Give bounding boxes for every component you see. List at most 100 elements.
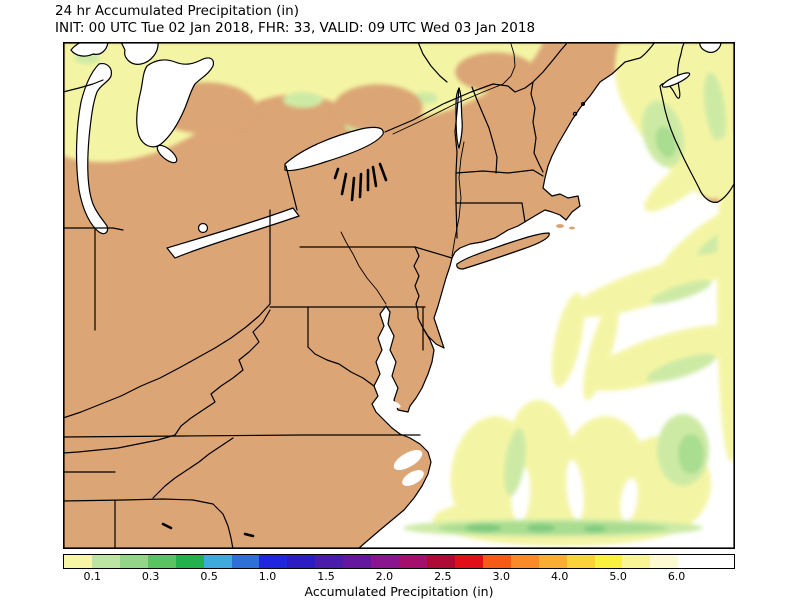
dry-patch xyxy=(455,52,535,92)
border-ny-ct xyxy=(455,202,458,239)
colorbar-segment xyxy=(371,555,400,568)
gulf-notch xyxy=(699,42,722,53)
precip-ocean-streak xyxy=(659,199,735,277)
long-island-outline xyxy=(456,232,550,270)
james-river-inlet xyxy=(385,400,401,408)
mainland-landmass xyxy=(63,42,655,549)
border-ky-va xyxy=(63,434,176,454)
minas-basin xyxy=(661,72,691,88)
precip-ocean-streak xyxy=(583,299,619,401)
colorbar-segment xyxy=(622,555,651,568)
colorbar-tick: 3.0 xyxy=(492,570,511,583)
pamlico-sound xyxy=(402,470,424,486)
borders-layer xyxy=(63,42,569,549)
atlantic-coastline xyxy=(357,42,656,549)
lake-erie xyxy=(166,207,300,259)
albemarle-sound xyxy=(393,449,423,471)
border-nc-tn xyxy=(152,437,234,499)
precip-green-patch xyxy=(703,72,727,144)
dry-patch xyxy=(333,84,423,132)
figure-title: 24 hr Accumulated Precipitation (in) xyxy=(55,3,299,19)
precip-band-core xyxy=(527,524,555,532)
precip-band-core xyxy=(465,523,501,533)
colorbar-ticks: 0.1 0.3 0.5 1.0 1.5 2.0 2.5 3.0 4.0 5.0 6.0 xyxy=(63,570,735,584)
us-canada-border xyxy=(384,81,534,133)
colorbar xyxy=(63,554,735,569)
colorbar-segment xyxy=(594,555,623,568)
lake-superior xyxy=(70,42,109,57)
precip-green-core xyxy=(678,434,704,474)
colorbar-segment xyxy=(64,555,92,568)
dry-gap xyxy=(566,460,584,520)
precip-ocean-streak xyxy=(717,122,735,462)
colorbar-segment xyxy=(454,555,483,568)
border-mi-in-oh xyxy=(63,227,124,231)
border-ma-north xyxy=(455,169,544,177)
colorbar-tick: 4.0 xyxy=(550,570,569,583)
colorbar-segment xyxy=(538,555,567,568)
lakes-layer xyxy=(70,42,463,486)
coastline-layer xyxy=(357,42,735,549)
figure-subtitle: INIT: 00 UTC Tue 02 Jan 2018, FHR: 33, V… xyxy=(55,20,536,36)
colorbar-segment xyxy=(343,555,372,568)
lake-ontario xyxy=(284,126,384,172)
colorbar-tick: 2.0 xyxy=(375,570,394,583)
colorbar-segment xyxy=(259,555,288,568)
niagara-river xyxy=(285,165,298,211)
marthas-vineyard-island xyxy=(556,224,564,228)
long-island xyxy=(456,233,550,269)
border-ct-ri xyxy=(521,202,526,223)
susquehanna-river xyxy=(340,231,387,305)
colorbar-segment xyxy=(119,555,148,568)
colorbar-segment xyxy=(147,555,176,568)
colorbar-segment xyxy=(482,555,511,568)
border-me-nb xyxy=(532,42,569,83)
precip-ocean-streak xyxy=(584,325,735,391)
colorbar-segment xyxy=(399,555,427,568)
finger-lakes xyxy=(161,162,388,538)
colorbar-tick: 1.0 xyxy=(258,570,277,583)
precip-ocean-streak xyxy=(644,136,735,212)
colorbar-segment xyxy=(566,555,595,568)
hudson-river xyxy=(451,141,465,257)
border-on-qc xyxy=(417,42,448,83)
colorbar-tick: 1.5 xyxy=(317,570,335,583)
border-nc-sc xyxy=(63,498,234,549)
colorbar-segment xyxy=(91,555,120,568)
colorbar-tick: 0.1 xyxy=(83,570,101,583)
delaware-river-border xyxy=(413,246,420,319)
map-canvas xyxy=(63,42,735,549)
border-wv-va xyxy=(174,309,271,436)
border-wi-mi xyxy=(63,79,104,93)
colorbar-tick: 0.5 xyxy=(200,570,218,583)
penobscot-islands xyxy=(572,111,578,117)
colorbar-tick: 6.0 xyxy=(667,570,686,583)
colorbar-segment xyxy=(678,555,735,568)
precip-green-core xyxy=(655,126,677,158)
colorbar-segment xyxy=(315,555,344,568)
colorbar-segment xyxy=(175,555,204,568)
colorbar-segment xyxy=(231,555,260,568)
colorbar-segment xyxy=(650,555,679,568)
colorbar-segment xyxy=(287,555,316,568)
precip-ocean-streak xyxy=(551,292,585,388)
colorbar-tick: 0.3 xyxy=(141,570,160,583)
border-vt-nh xyxy=(471,86,498,174)
ohio-river xyxy=(63,303,271,419)
saginaw-bay xyxy=(156,144,178,164)
border-ny-nj xyxy=(414,246,453,259)
lake-michigan xyxy=(75,63,112,235)
dry-gap xyxy=(620,478,638,522)
lake-st-clair xyxy=(197,222,209,234)
colorbar-tick: 5.0 xyxy=(609,570,627,583)
precipitation-map xyxy=(63,42,735,549)
penobscot-islands xyxy=(580,101,585,106)
lake-superior-east xyxy=(120,42,159,65)
precip-band-core xyxy=(584,525,606,533)
st-lawrence-river xyxy=(392,43,516,135)
colorbar-segment xyxy=(426,555,455,568)
border-va-nc xyxy=(63,434,421,438)
border-nh-me xyxy=(530,81,544,173)
precip-green-patch xyxy=(283,92,323,108)
